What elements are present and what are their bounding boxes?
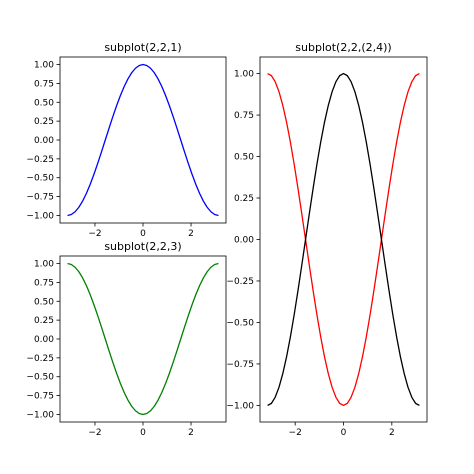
y-tick-label: 0.75 <box>234 111 254 121</box>
y-tick-label: 0.75 <box>34 79 54 89</box>
y-tick-label: 1.00 <box>34 61 54 71</box>
subplot-2-2-1: −2 0 2 −1.00 −0.75 −0.50 −0.25 0.00 0.25 0.50 0.75… <box>26 41 227 239</box>
y-tick-label: −0.50 <box>26 373 54 383</box>
y-tick-label: 0.00 <box>34 136 54 146</box>
subplot-title: subplot(2,2,1) <box>104 41 181 54</box>
axes-frame <box>59 56 227 224</box>
subplot-title: subplot(2,2,(2,4)) <box>295 41 391 54</box>
series-line-2 <box>267 72 420 406</box>
y-tick-label: 0.25 <box>34 316 54 326</box>
y-tick-label: 0.00 <box>234 236 254 246</box>
x-tick-label: 2 <box>389 428 395 438</box>
y-tick-label: −1.00 <box>26 211 54 221</box>
y-tick-label: −0.75 <box>26 392 54 402</box>
x-tick-label: 0 <box>341 428 347 438</box>
x-tick-label: 0 <box>140 229 146 239</box>
y-tick-label: −0.75 <box>226 360 254 370</box>
subplot-2-2-2-4: −2 0 2 −1.00 −0.75 −0.50 −0.25 0.00 0.25 0.50 0.75… <box>226 41 428 438</box>
y-tick-label: −0.50 <box>26 174 54 184</box>
axes-frame <box>59 255 227 423</box>
x-tick-label: 2 <box>188 428 194 438</box>
y-tick-label: −0.25 <box>26 155 54 165</box>
x-tick-label: −2 <box>289 428 302 438</box>
y-tick-label: 0.50 <box>34 297 54 307</box>
series-line-1 <box>267 73 420 407</box>
y-tick-label: −1.00 <box>226 401 254 411</box>
x-tick-label: 2 <box>188 229 194 239</box>
y-tick-label: −0.25 <box>26 354 54 364</box>
y-tick-label: −0.75 <box>26 193 54 203</box>
subplot-2-2-3: −2 0 2 −1.00 −0.75 −0.50 −0.25 0.00 0.25 0.50 0.75… <box>26 240 227 438</box>
y-tick-label: 1.00 <box>34 260 54 270</box>
subplot-title: subplot(2,2,3) <box>104 240 181 253</box>
y-tick-label: 0.50 <box>34 98 54 108</box>
y-tick-label: 0.75 <box>34 278 54 288</box>
y-tick-label: 0.00 <box>34 335 54 345</box>
x-tick-label: −2 <box>88 229 101 239</box>
x-tick-label: −2 <box>88 428 101 438</box>
y-tick-label: −1.00 <box>26 410 54 420</box>
series-line-1 <box>67 262 219 416</box>
y-tick-label: 0.25 <box>234 194 254 204</box>
y-tick-label: 0.50 <box>234 153 254 163</box>
y-tick-label: −0.50 <box>226 318 254 328</box>
series-line-1 <box>67 63 219 217</box>
x-tick-label: 0 <box>140 428 146 438</box>
y-tick-label: −0.25 <box>226 277 254 287</box>
axes-frame <box>259 56 428 423</box>
y-tick-label: 1.00 <box>234 70 254 80</box>
y-tick-label: 0.25 <box>34 117 54 127</box>
